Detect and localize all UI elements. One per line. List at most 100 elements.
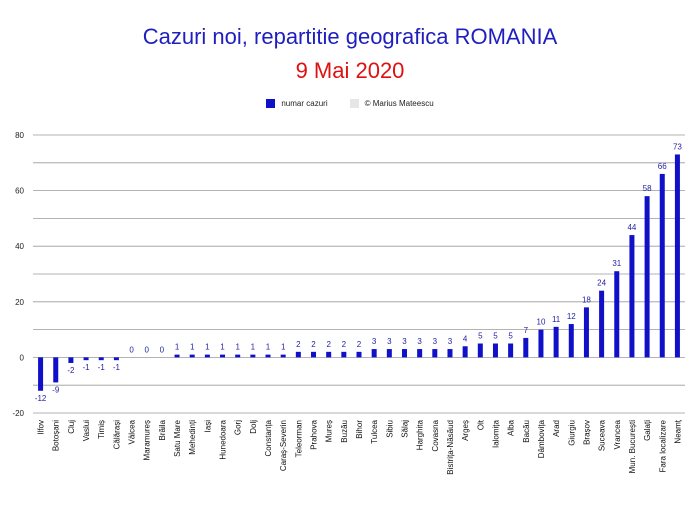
bar [492, 343, 498, 358]
bar [417, 349, 423, 358]
x-tick-label: Mehedinți [188, 420, 197, 455]
bar [326, 351, 332, 358]
data-label: 3 [387, 337, 392, 346]
bar [538, 329, 544, 358]
x-tick-label: Dolj [249, 420, 258, 434]
data-label: -1 [83, 363, 91, 372]
x-tick-label: Alba [507, 419, 516, 436]
data-label: -1 [113, 363, 121, 372]
bar [220, 354, 226, 358]
data-label: 7 [524, 326, 529, 335]
y-tick-label: 80 [15, 131, 24, 140]
data-label: 0 [160, 345, 165, 354]
bar [341, 351, 347, 358]
x-tick-label: Ilfov [37, 420, 46, 435]
bar [280, 354, 286, 358]
bar [311, 351, 317, 358]
bar [674, 154, 680, 358]
data-label: 58 [643, 184, 652, 193]
data-label: 2 [296, 340, 301, 349]
bar [477, 343, 483, 358]
bar [568, 324, 574, 358]
bar [174, 354, 180, 358]
x-tick-label: Bacău [522, 420, 531, 443]
data-label: -9 [52, 385, 60, 394]
bar [599, 290, 605, 358]
data-label: 1 [205, 343, 210, 352]
chart-subtitle: 9 Mai 2020 [295, 58, 405, 83]
data-label: 1 [235, 343, 240, 352]
bar [386, 349, 392, 358]
bar [204, 354, 210, 358]
x-tick-label: Arad [552, 420, 561, 437]
data-label: 3 [448, 337, 453, 346]
x-tick-label: Bistrița-Năsăud [446, 420, 455, 475]
bar [38, 357, 44, 391]
x-tick-label: Giurgiu [567, 420, 576, 446]
y-tick-label: 40 [15, 242, 24, 251]
bar [523, 337, 529, 358]
x-tick-label: Sălaj [400, 420, 409, 438]
x-tick-label: Olt [476, 419, 485, 430]
chart-legend: numar cazuri © Marius Mateescu [0, 99, 700, 108]
bar [113, 357, 119, 361]
data-label: 1 [190, 343, 195, 352]
y-tick-label: 0 [20, 353, 25, 362]
bar [295, 351, 301, 358]
legend-item-series: numar cazuri [266, 99, 328, 108]
data-label: 1 [175, 343, 180, 352]
bar [356, 351, 362, 358]
x-tick-label: Brașov [582, 420, 591, 445]
data-label: 5 [508, 332, 513, 341]
data-label: 0 [144, 345, 149, 354]
x-tick-label: Dâmbovița [537, 419, 546, 458]
x-tick-label: Vaslui [82, 420, 91, 441]
x-tick-label: Botoșani [52, 420, 61, 451]
legend-item-copyright: © Marius Mateescu [349, 99, 434, 108]
data-label: 12 [567, 312, 576, 321]
x-tick-label: Satu Mare [173, 419, 182, 456]
x-tick-label: Harghita [416, 419, 425, 450]
data-label: 5 [478, 332, 483, 341]
x-tick-label: Sibiu [385, 420, 394, 438]
x-tick-label: Vâlcea [128, 419, 137, 444]
data-label: 73 [673, 142, 682, 151]
x-tick-label: Prahova [310, 419, 319, 449]
data-label: 18 [582, 295, 591, 304]
y-tick-label: 60 [15, 187, 24, 196]
x-tick-label: Ialomița [491, 419, 500, 448]
data-label: 5 [493, 332, 498, 341]
data-label: 1 [220, 343, 225, 352]
data-label: 2 [311, 340, 316, 349]
x-tick-label: Neamț [673, 419, 682, 443]
bar [447, 349, 453, 358]
x-tick-label: Brăila [158, 419, 167, 440]
x-tick-label: Călărași [112, 420, 121, 450]
bar [250, 354, 256, 358]
data-label: 1 [251, 343, 256, 352]
legend-swatch-series [266, 99, 276, 108]
x-tick-label: Constanța [264, 419, 273, 456]
bar [83, 357, 89, 361]
x-tick-label: Covasna [431, 419, 440, 451]
data-label: 66 [658, 162, 667, 171]
bar [68, 357, 74, 363]
data-label: 10 [537, 318, 546, 327]
data-label: 24 [597, 279, 606, 288]
data-label: 1 [281, 343, 286, 352]
y-tick-label: 20 [15, 298, 24, 307]
data-label: -12 [35, 394, 47, 403]
data-label: 2 [326, 340, 331, 349]
bar [508, 343, 514, 358]
bar [371, 349, 377, 358]
x-tick-label: Iași [203, 420, 212, 433]
x-tick-label: Timiș [97, 420, 106, 439]
data-label: -2 [67, 366, 75, 375]
chart-title: Cazuri noi, repartitie geografica ROMANI… [142, 24, 558, 49]
x-tick-label: Bihor [355, 420, 364, 439]
legend-label-copyright: © Marius Mateescu [364, 99, 434, 108]
data-label: -1 [98, 363, 106, 372]
legend-swatch-copyright [349, 99, 359, 108]
bar [583, 307, 589, 358]
